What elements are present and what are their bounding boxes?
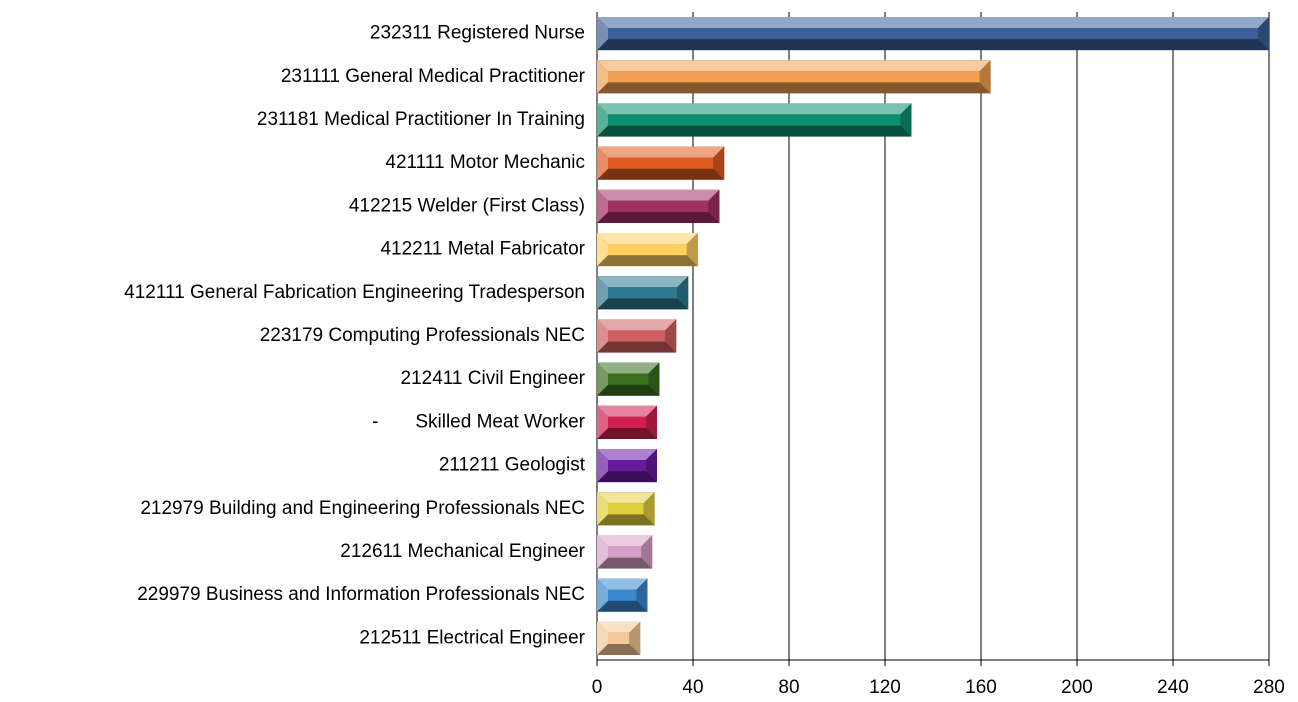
y-tick-label: 212411 Civil Engineer [401,368,586,389]
x-tick-label: 160 [965,677,997,697]
x-tick-label: 200 [1061,677,1093,697]
bar-bevel [597,449,657,460]
bar-bevel [636,578,648,612]
bar-bevel [597,189,608,223]
y-tick-label: 223179 Computing Professionals NEC [260,325,585,346]
bar-bevel [597,276,689,288]
bar-bevel [597,405,657,417]
y-tick-label: 212511 Electrical Engineer [359,627,585,648]
bar-face [608,114,901,126]
y-tick-label: 212611 Mechanical Engineer [340,541,585,562]
bar-bevel [597,578,608,612]
bar-face [608,71,980,83]
bar-bevel [900,103,912,137]
bar-bevel [597,60,991,72]
bar-bevel [597,189,720,201]
bar-bevel [643,492,655,526]
bar-face [608,460,646,472]
bar-face [608,373,649,385]
bar-bevel [597,405,608,439]
x-tick-label: 280 [1253,677,1285,697]
bar-face [608,287,678,299]
y-tick-label: 412111 General Fabrication Engineering T… [124,282,585,303]
bar-bevel [597,535,608,569]
bar-bevel [597,621,641,633]
bar-face [608,157,714,169]
bar-bevel [597,449,608,483]
bar-bevel [597,362,608,396]
bar-bevel [597,276,608,310]
bar-face [608,244,687,256]
bar-bevel [713,146,725,180]
bar-bevel [597,621,608,655]
y-tick-label: 421111 Motor Mechanic [385,152,585,173]
bar-bevel [629,621,641,655]
bar-bevel [677,276,689,310]
y-tick-label: 232311 Registered Nurse [370,23,585,44]
x-tick-label: 240 [1157,677,1189,697]
bar-bevel [597,60,608,94]
y-tick-label: 231181 Medical Practitioner In Training [257,109,585,130]
bar-face [608,28,1258,40]
bar-bevel [597,17,1269,28]
bar-bevel [597,103,912,115]
bar-bevel [648,362,660,396]
bar-bevel [597,319,677,331]
x-tick-label: 0 [592,677,603,697]
bar-bevel [646,405,657,439]
bar-bevel [708,189,720,223]
bar-face [608,416,646,428]
bar-bevel [597,492,655,504]
y-tick-label: 211211 Geologist [439,455,586,476]
bar-face [608,330,666,342]
bar-bevel [597,578,648,590]
bar-bevel [1258,17,1269,51]
y-tick-label: 231111 General Medical Practitioner [281,66,586,87]
bar-bevel [597,233,608,267]
bar-bevel [597,146,608,180]
bar-face [608,200,709,212]
y-tick-label: 412211 Metal Fabricator [380,239,585,260]
y-tick-label: 229979 Business and Information Professi… [137,584,585,605]
bar-bevel [597,535,653,547]
bar-bevel [597,492,608,526]
bar-bevel [597,362,660,374]
x-tick-label: 80 [778,677,799,697]
bar-bevel [597,146,725,158]
bar-bevel [641,535,653,569]
y-tick-label: 212979 Building and Engineering Professi… [140,498,585,519]
bar-bevel [597,17,608,51]
x-tick-label: 120 [869,677,901,697]
bar-face [608,589,637,601]
bar-bevel [979,60,991,94]
y-tick-label: - Skilled Meat Worker [372,411,586,432]
bar-bevel [597,103,608,137]
bar-bevel [686,233,698,267]
bar-face [608,632,630,644]
y-tick-label: 412215 Welder (First Class) [349,195,585,216]
bar-face [608,503,644,515]
bar-bevel [597,319,608,353]
bar-bevel [597,233,698,244]
x-tick-label: 40 [682,677,703,697]
bar-bevel [665,319,677,353]
bar-face [608,546,642,558]
bar-bevel [646,449,657,483]
